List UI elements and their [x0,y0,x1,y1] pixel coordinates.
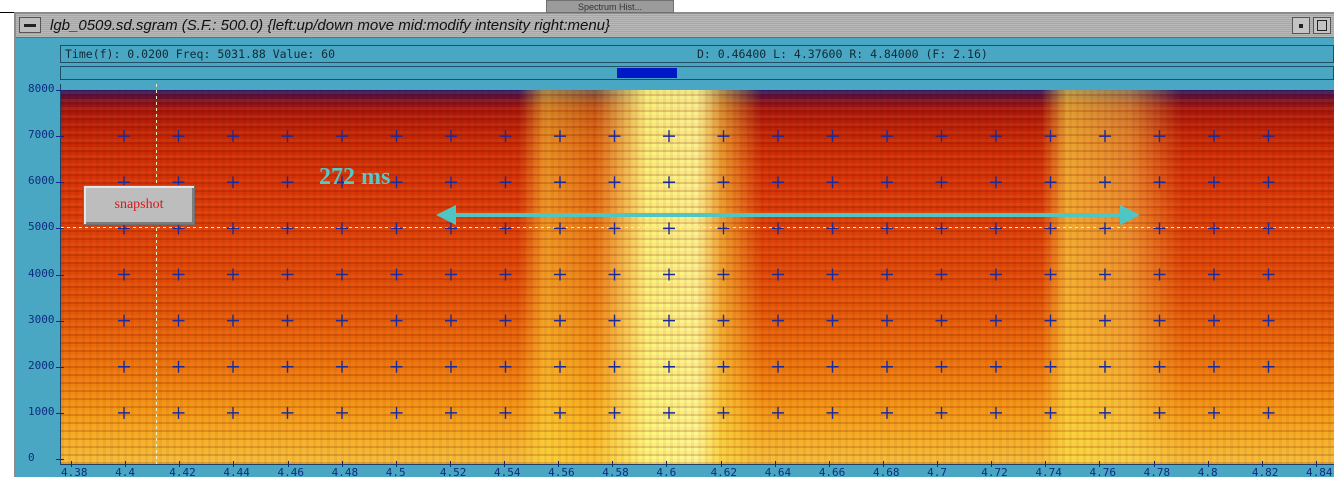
y-axis-label: 4000 [28,266,55,280]
maximize-icon [1317,20,1327,31]
window-menu-button[interactable] [19,17,41,33]
x-axis-tick [1045,461,1047,467]
window-edge-line [0,12,14,13]
x-axis-label: 4.62 [710,466,738,477]
spectrum-hist-tab[interactable]: Spectrum Hist... [546,0,674,13]
info-bar: Time(f): 0.0200 Freq: 5031.88 Value: 60 … [60,45,1334,63]
menu-bar-icon [24,24,36,27]
x-axis-label: 4.6 [656,466,677,477]
y-axis-tick [56,320,64,322]
snapshot-button[interactable]: snapshot [83,185,195,225]
y-axis-line [60,84,61,464]
x-axis-tick [1261,461,1263,467]
x-axis-label: 4.68 [872,466,900,477]
x-axis-tick [233,461,235,467]
x-axis-label: 4.38 [61,466,88,477]
y-axis-label: 3000 [28,312,55,326]
y-axis-tick [56,136,64,138]
x-axis-label: 4.58 [602,466,629,477]
duration-arrow [436,205,1140,225]
x-axis-label: 4.66 [818,466,846,477]
y-axis-tick [56,274,64,276]
x-axis-tick [991,461,993,467]
x-axis-tick [71,461,72,467]
y-axis-label: 6000 [28,174,55,188]
y-axis-label: 1000 [28,404,55,418]
x-axis-label: 4.78 [1143,466,1171,477]
x-axis-tick [558,461,560,467]
x-axis-tick [666,461,668,467]
y-axis-label: 5000 [28,220,55,234]
x-axis-tick [828,461,830,467]
cursor-horizontal-line [61,227,1334,228]
y-axis-label: 2000 [28,358,55,372]
y-axis-tick [56,228,64,230]
duration-label: 272 ms [319,164,391,190]
spectrogram-canvas[interactable] [61,90,1334,464]
y-axis-tick [56,459,64,460]
x-axis-label: 4.82 [1251,466,1279,477]
x-axis-label: 4.52 [439,466,467,477]
minimize-icon [1299,24,1303,28]
x-axis-tick [1153,461,1155,467]
x-axis-label: 4.4 [115,466,135,477]
x-axis-label: 4.56 [548,466,575,477]
y-axis-tick [56,366,64,368]
x-axis-tick [882,461,884,467]
y-axis-label: 7000 [28,128,55,142]
window-title: lgb_0509.sd.sgram (S.F.: 500.0) {left:up… [50,17,611,34]
x-axis-label: 4.48 [331,466,359,477]
x-axis-label: 4.7 [927,466,947,477]
x-axis-tick [720,461,722,467]
scrollbar-thumb[interactable] [617,68,677,78]
x-axis-label: 4.5 [385,466,406,477]
y-axis-label: 0 [28,451,35,464]
x-axis-label: 4.74 [1035,466,1062,477]
x-axis-tick [1316,461,1317,467]
selection-readout: D: 0.46400 L: 4.37600 R: 4.84000 (F: 2.1… [697,47,988,61]
y-axis-tick [56,182,64,184]
x-axis-tick [612,461,614,467]
x-axis-tick [937,461,939,467]
x-axis-line [60,464,1334,465]
y-axis-tick [56,90,64,91]
y-axis-tick [56,412,64,414]
x-axis-tick [341,461,343,467]
x-axis-tick [449,461,451,467]
x-axis-tick [504,461,506,467]
x-axis-label: 4.44 [223,466,250,477]
x-axis-tick [1207,461,1209,467]
spectrogram-texture [61,90,1334,464]
x-axis-label: 4.42 [169,466,196,477]
maximize-button[interactable] [1313,17,1331,34]
x-axis-tick [179,461,181,467]
x-axis-label: 4.76 [1089,466,1116,477]
x-axis-tick [395,461,397,467]
cursor-readout: Time(f): 0.0200 Freq: 5031.88 Value: 60 [65,47,336,61]
x-axis-label: 4.8 [1197,466,1218,477]
x-axis-label: 4.84 [1306,466,1333,477]
minimize-button[interactable] [1292,17,1310,34]
x-axis-tick [287,461,289,467]
spectrogram-window: lgb_0509.sd.sgram (S.F.: 500.0) {left:up… [14,12,1334,477]
cursor-vertical-line [156,84,157,464]
y-axis-label: 8000 [28,82,55,95]
x-axis-tick [125,461,127,467]
x-axis-tick [774,461,776,467]
x-axis-label: 4.54 [494,466,521,477]
title-bar[interactable]: lgb_0509.sd.sgram (S.F.: 500.0) {left:up… [16,14,1334,38]
x-axis-tick [1099,461,1101,467]
x-axis-label: 4.64 [764,466,792,477]
x-axis-label: 4.72 [981,466,1008,477]
x-axis-label: 4.46 [277,466,305,477]
